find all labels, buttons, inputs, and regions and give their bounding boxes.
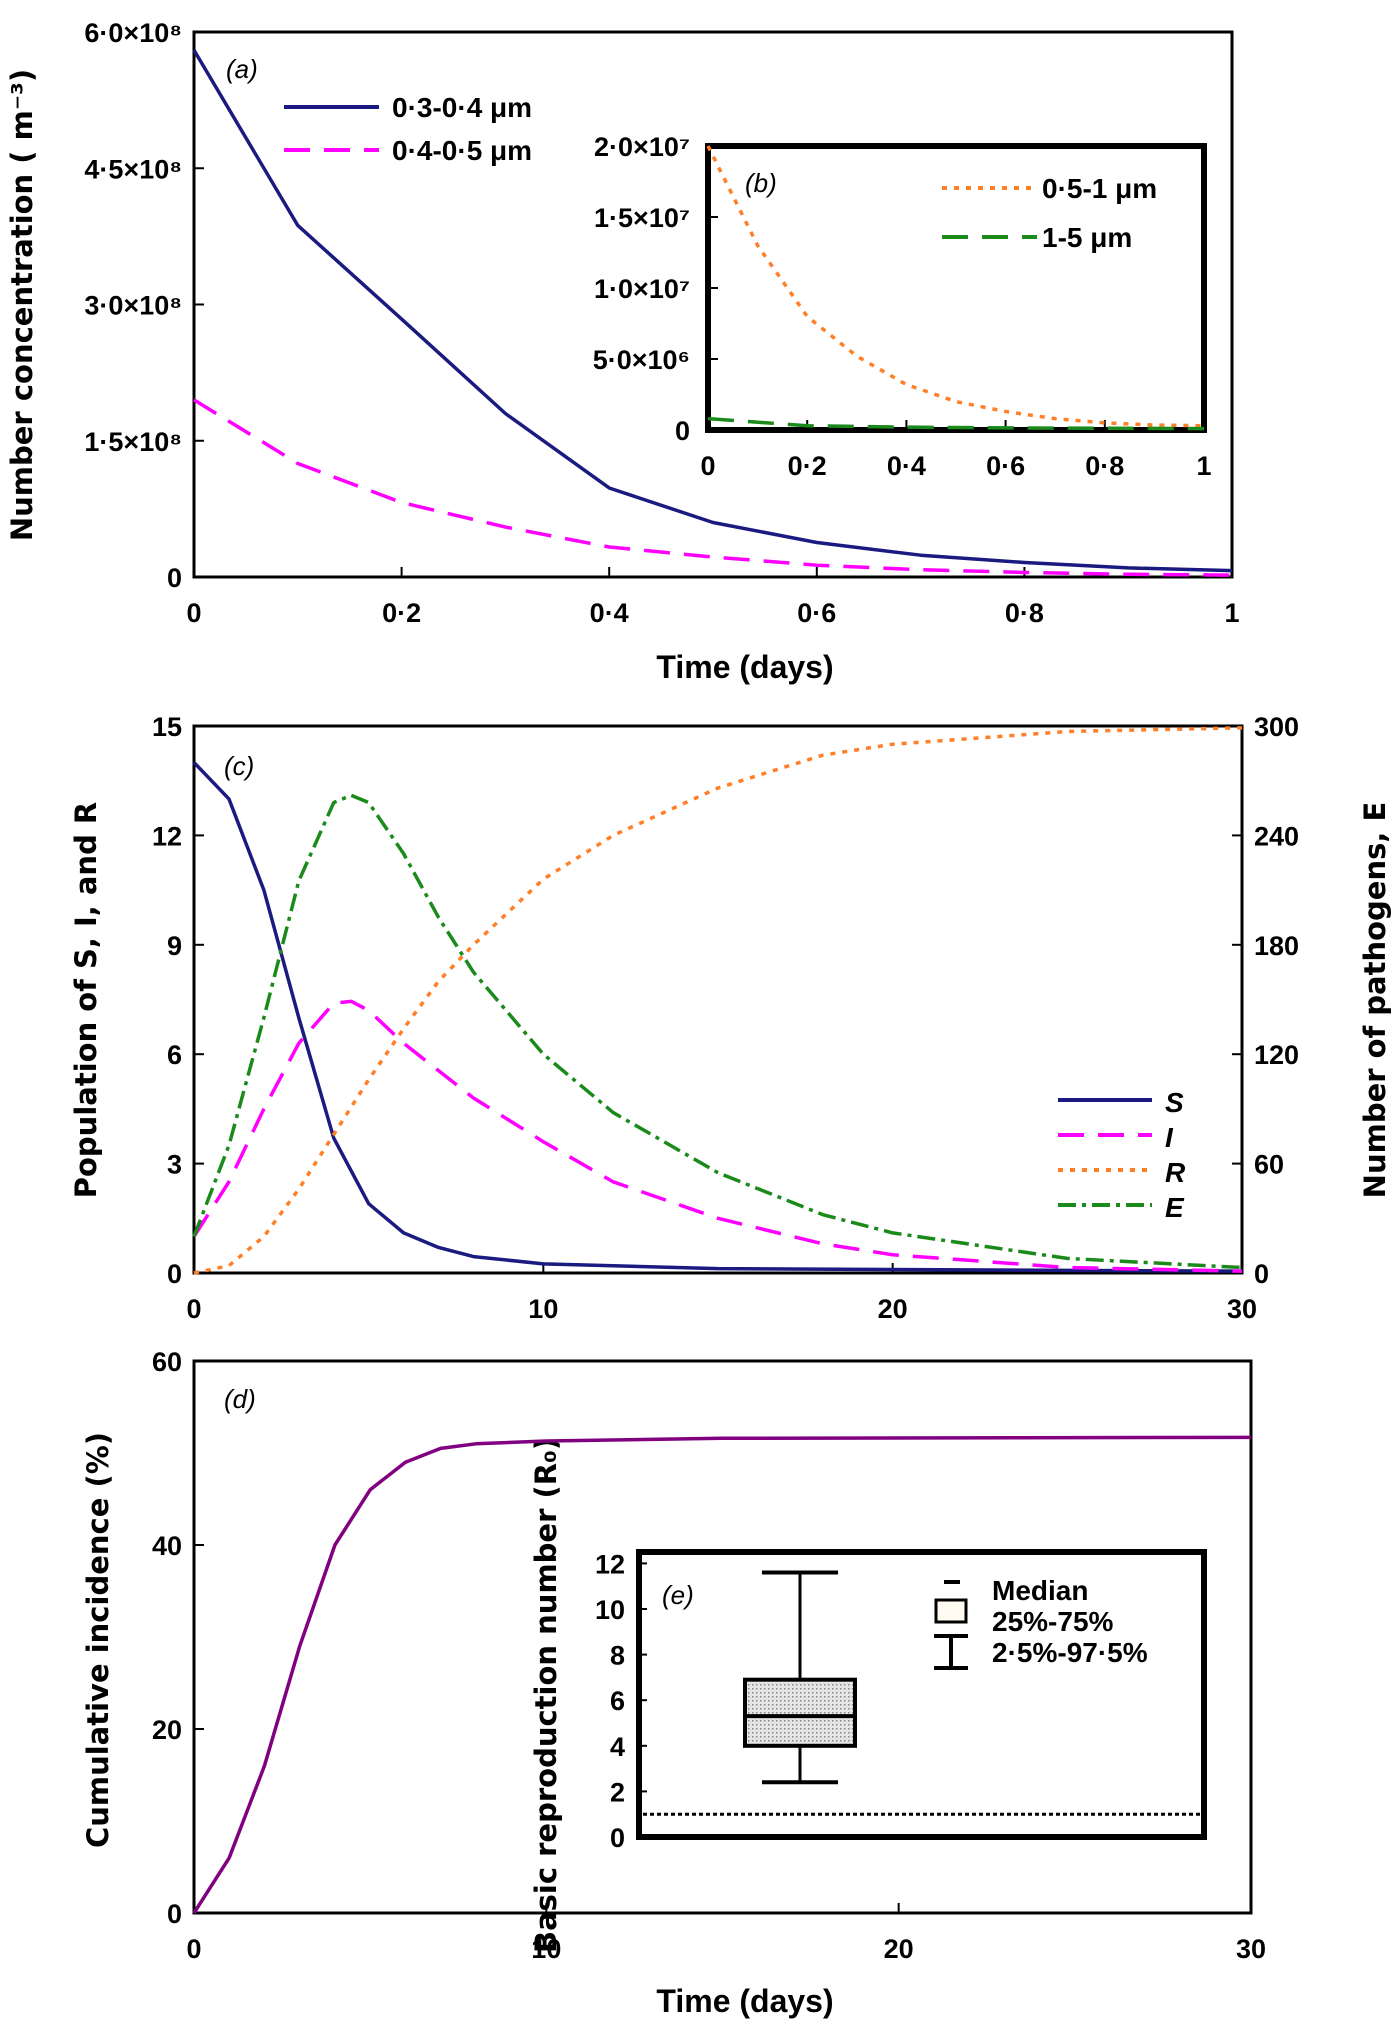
y2-tick-label-c: 0 [1254, 1259, 1269, 1289]
x-tick-label-b: 0 [700, 451, 715, 481]
x-tick-label-d: 0 [186, 1934, 201, 1964]
y-tick-label-e: 4 [610, 1732, 625, 1762]
x-axis-label-d: Time (days) [656, 1983, 833, 2019]
x-tick-label-b: 1 [1196, 451, 1211, 481]
y-tick-label-d: 20 [152, 1715, 182, 1745]
x-tick-label-d: 10 [531, 1934, 561, 1964]
legend-label: 25%-75% [992, 1606, 1114, 1637]
y-tick-label-c: 9 [167, 931, 182, 961]
x-tick-label-c: 30 [1227, 1294, 1257, 1324]
y2-tick-label-c: 180 [1254, 931, 1299, 961]
y-axis-label-e: Basic reproduction number (R₀) [529, 1437, 563, 1953]
series-line-a-0 [192, 49, 1233, 573]
x-tick-label-c: 20 [878, 1294, 908, 1324]
y-tick-label-c: 0 [167, 1259, 182, 1289]
x-axis-label-a: Time (days) [656, 649, 833, 685]
whisker-legend-icon [934, 1634, 968, 1670]
x-tick-label-c: 0 [186, 1294, 201, 1324]
y-tick-label-c: 12 [152, 821, 182, 851]
y-axis-label-c: Population of S, I, and R [69, 802, 103, 1199]
series-line-c-1 [192, 999, 1243, 1273]
y-tick-label-a: 0 [167, 563, 182, 593]
y-tick-label-e: 8 [610, 1641, 625, 1671]
x-tick-label-a: 0·6 [797, 598, 836, 628]
x-tick-label-b: 0·6 [986, 451, 1025, 481]
legend-label: 0·5-1 μm [1042, 173, 1157, 204]
x-tick-label-b: 0·2 [788, 451, 827, 481]
legend-label: 0·3-0·4 μm [392, 92, 532, 123]
y-tick-label-e: 10 [595, 1595, 625, 1625]
x-tick-label-a: 0·4 [590, 598, 629, 628]
y-tick-label-a: 6·0×10⁸ [84, 18, 182, 48]
y-tick-label-c: 3 [167, 1150, 182, 1180]
series-line-c-3 [192, 793, 1243, 1270]
x-tick-label-c: 10 [528, 1294, 558, 1324]
y-tick-label-b: 1·0×10⁷ [594, 274, 690, 304]
y-axis-label-a: Number concentration ( m⁻³) [5, 69, 39, 541]
series-line-b-1 [707, 416, 1205, 431]
y-tick-label-c: 15 [152, 712, 182, 742]
plot-frame-a [192, 30, 1234, 579]
y-tick-label-a: 1·5×10⁸ [84, 427, 182, 457]
x-tick-label-d: 20 [884, 1934, 914, 1964]
y2-axis-label-c: Number of pathogens, E [1358, 802, 1392, 1199]
series-line-a-1 [193, 398, 1233, 577]
x-tick-label-b: 0·4 [887, 451, 926, 481]
y2-tick-label-c: 240 [1254, 821, 1299, 851]
x-tick-label-d: 30 [1236, 1934, 1266, 1964]
y-tick-label-d: 40 [152, 1531, 182, 1561]
legend-label: E [1165, 1192, 1185, 1223]
plot-frame-c [192, 724, 1244, 1275]
legend-label: 0·4-0·5 μm [392, 135, 532, 166]
y-tick-label-b: 1·5×10⁷ [594, 203, 690, 233]
x-tick-label-a: 1 [1224, 598, 1239, 628]
legend-label: I [1165, 1122, 1174, 1153]
y-tick-label-a: 3·0×10⁸ [84, 291, 182, 321]
y-tick-label-e: 12 [595, 1549, 625, 1579]
legend-label: 2·5%-97·5% [992, 1637, 1148, 1668]
panel-label-d: (d) [224, 1384, 256, 1414]
panel-label-e: (e) [662, 1580, 694, 1610]
x-tick-label-b: 0·8 [1085, 451, 1124, 481]
legend-label: S [1165, 1087, 1184, 1118]
series-line-c-2 [193, 726, 1243, 1275]
series-line-c-0 [192, 761, 1243, 1273]
y-tick-label-b: 2·0×10⁷ [594, 132, 690, 162]
legend-label: 1-5 μm [1042, 222, 1132, 253]
y2-tick-label-c: 120 [1254, 1040, 1299, 1070]
y-tick-label-e: 2 [610, 1777, 625, 1807]
plot-frame-d [192, 1359, 1253, 1915]
y-tick-label-e: 6 [610, 1686, 625, 1716]
series-line-b-0 [706, 145, 1205, 428]
legend-label: Median [992, 1575, 1088, 1606]
legend-label: R [1165, 1157, 1186, 1188]
x-tick-label-a: 0·8 [1005, 598, 1044, 628]
panel-label-c: (c) [224, 751, 254, 781]
y-tick-label-b: 0 [675, 416, 690, 446]
y-axis-label-d: Cumulative incidence (%) [81, 1432, 115, 1848]
y-tick-label-d: 60 [152, 1347, 182, 1377]
y-tick-label-d: 0 [167, 1899, 182, 1929]
iqr-box [743, 1677, 857, 1748]
x-tick-label-a: 0 [186, 598, 201, 628]
y2-tick-label-c: 60 [1254, 1150, 1284, 1180]
y-tick-label-a: 4·5×10⁸ [84, 154, 182, 184]
series-line-d-0 [192, 1435, 1252, 1914]
y-tick-label-e: 0 [610, 1823, 625, 1853]
x-tick-label-a: 0·2 [382, 598, 421, 628]
panel-label-b: (b) [745, 168, 777, 198]
panel-label-a: (a) [226, 54, 258, 84]
box-legend-icon [934, 1598, 968, 1624]
plot-frame-e [636, 1549, 1207, 1840]
y-tick-label-c: 6 [167, 1040, 182, 1070]
y2-tick-label-c: 300 [1254, 712, 1299, 742]
y-tick-label-b: 5·0×10⁶ [593, 345, 690, 375]
